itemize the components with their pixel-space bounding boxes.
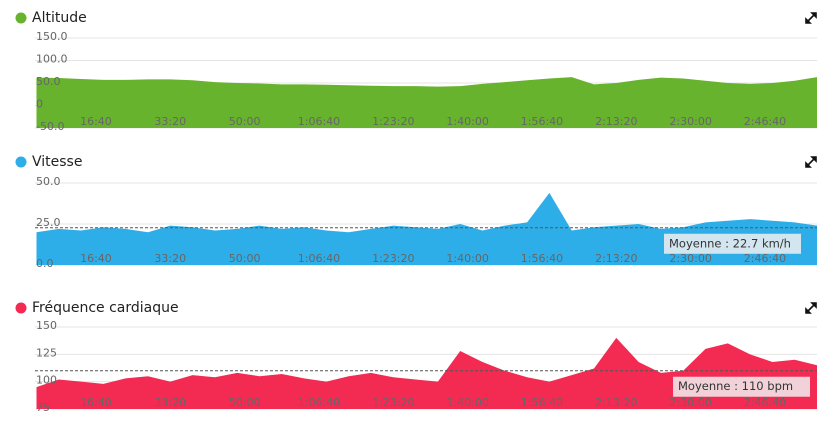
x-tick-label: 1:56:40 [521,252,563,265]
x-tick-label: 50:00 [229,115,261,128]
x-tick-label: 1:23:20 [372,115,414,128]
area [36,192,817,265]
legend-dot [15,12,27,24]
chart-title: Fréquence cardiaque [32,300,179,316]
x-tick-label: 2:46:40 [744,396,786,409]
x-tick-label: 2:30:00 [669,396,711,409]
x-tick-label: 33:20 [154,115,186,128]
y-tick-label: -50.0 [36,120,64,133]
legend-dot [15,302,27,314]
expand-icon[interactable] [805,156,817,168]
x-tick-label: 50:00 [229,252,261,265]
x-tick-label: 2:30:00 [669,252,711,265]
legend-dot [15,156,27,168]
area [36,337,817,409]
chart-panel: Fréquence cardiaque 75 100 125 150 16:40 33:20… [15,300,817,414]
expand-icon[interactable] [805,302,817,314]
y-tick-label: 100.0 [36,53,68,66]
x-tick-label: 1:23:20 [372,396,414,409]
average-label-bg [664,233,801,254]
x-tick-label: 1:56:40 [521,115,563,128]
y-tick-label: 150.0 [36,30,68,43]
x-tick-label: 2:46:40 [744,115,786,128]
x-tick-label: 2:13:20 [595,252,637,265]
expand-icons [805,12,817,314]
chart-title: Vitesse [32,154,82,170]
chart-panel: Altitude -50.0 0 50.0 100.0 150.0 16:40 33:20 50… [15,10,817,133]
x-tick-label: 2:46:40 [744,252,786,265]
x-tick-label: 2:30:00 [669,115,711,128]
y-tick-label: 0 [36,98,43,111]
y-tick-label: 125 [36,346,57,359]
y-tick-label: 0.0 [36,257,54,270]
y-tick-label: 50.0 [36,75,61,88]
average-label: Moyenne : 22.7 km/h [669,236,791,250]
y-tick-label: 50.0 [36,175,61,188]
chart-title: Altitude [32,10,87,26]
average-label: Moyenne : 110 bpm [678,379,793,393]
x-tick-label: 1:06:40 [298,115,340,128]
x-tick-label: 16:40 [80,115,112,128]
x-tick-label: 1:06:40 [298,396,340,409]
x-tick-label: 2:13:20 [595,396,637,409]
area [36,77,817,128]
x-tick-label: 1:06:40 [298,252,340,265]
y-tick-label: 25.0 [36,216,61,229]
x-tick-label: 2:13:20 [595,115,637,128]
x-tick-label: 1:56:40 [521,396,563,409]
x-tick-label: 16:40 [80,252,112,265]
average-label-bg [673,376,810,397]
x-tick-label: 33:20 [154,396,186,409]
y-tick-label: 150 [36,319,57,332]
x-tick-label: 1:40:00 [446,396,488,409]
y-tick-label: 100 [36,374,57,387]
chart-panel: Vitesse 0.0 25.0 50.0 16:40 33:20 50:00 1:06:40… [15,154,817,270]
x-tick-label: 50:00 [229,396,261,409]
x-tick-label: 1:23:20 [372,252,414,265]
y-tick-label: 75 [36,401,50,414]
x-tick-label: 1:40:00 [446,252,488,265]
expand-icon[interactable] [805,12,817,24]
x-tick-label: 33:20 [154,252,186,265]
x-tick-label: 16:40 [80,396,112,409]
x-tick-label: 1:40:00 [446,115,488,128]
